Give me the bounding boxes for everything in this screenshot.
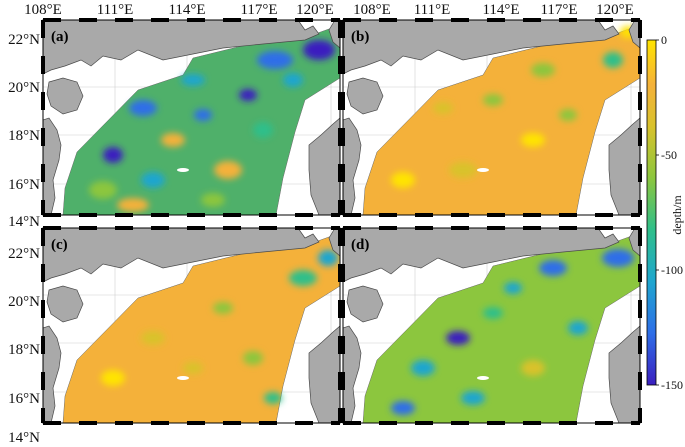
- lat-tick-label: 20°N: [8, 80, 40, 96]
- panel-c: (c): [41, 226, 342, 425]
- panel-label: (d): [351, 237, 369, 253]
- longitude-labels-right: 108°E 111°E 114°E 117°E 120°E: [353, 2, 634, 18]
- land: [43, 20, 340, 215]
- lon-tick-label: 120°E: [296, 2, 334, 18]
- frame-ticks: [341, 226, 642, 425]
- lon-tick-label: 117°E: [240, 2, 277, 18]
- colorbar-tick-label: -100: [661, 263, 683, 277]
- bathymetry-field: [62, 232, 340, 423]
- colorbar-tick-label: -150: [661, 378, 683, 392]
- lon-tick-label: 108°E: [24, 2, 62, 18]
- bathymetry-blobs: [391, 26, 636, 188]
- land: [343, 228, 640, 423]
- lat-tick-label: 22°N: [8, 32, 40, 48]
- colorbar-tick-label: 0: [661, 33, 667, 47]
- colorbar: 0 -50 -100 -150 depth/m: [646, 33, 684, 392]
- land: [343, 20, 640, 215]
- lon-tick-label: 114°E: [168, 2, 205, 18]
- lat-tick-label: 16°N: [8, 177, 40, 193]
- frame-ticks: [341, 18, 642, 217]
- colorbar-tick-label: -50: [661, 148, 677, 162]
- panel-a: (a): [41, 18, 342, 217]
- lat-tick-label: 16°N: [8, 391, 40, 407]
- bathymetry-field: [362, 24, 640, 215]
- colorbar-gradient: [646, 39, 657, 386]
- lat-tick-label: 14°N: [8, 430, 40, 446]
- latitude-labels-bottom: 22°N 20°N 18°N 16°N 14°N: [8, 246, 40, 446]
- panel-label: (a): [51, 29, 69, 45]
- panel-b: (b): [341, 18, 642, 217]
- lon-tick-label: 114°E: [482, 2, 519, 18]
- bathymetry-blobs: [101, 250, 338, 404]
- lon-tick-label: 120°E: [596, 2, 634, 18]
- colorbar-ticks: 0 -50 -100 -150: [656, 33, 683, 392]
- lon-tick-label: 111°E: [414, 2, 451, 18]
- lat-tick-label: 18°N: [8, 128, 40, 144]
- bathymetry-field: [362, 232, 640, 423]
- bathymetry-blobs: [89, 40, 335, 212]
- lat-tick-label: 18°N: [8, 342, 40, 358]
- latitude-labels-top: 22°N 20°N 18°N 16°N 14°N: [8, 32, 40, 230]
- lat-tick-label: 20°N: [8, 294, 40, 310]
- lat-tick-label: 22°N: [8, 246, 40, 262]
- frame-ticks: [41, 18, 342, 217]
- lon-tick-label: 117°E: [540, 2, 577, 18]
- colorbar-title: depth/m: [670, 195, 684, 235]
- panel-d: (d): [341, 226, 642, 425]
- frame-ticks: [41, 226, 342, 425]
- lon-tick-label: 108°E: [353, 2, 391, 18]
- panel-label: (c): [51, 237, 68, 253]
- lat-tick-label: 14°N: [8, 214, 40, 230]
- longitude-labels-left: 108°E 111°E 114°E 117°E 120°E: [24, 2, 334, 18]
- lon-tick-label: 111°E: [97, 2, 134, 18]
- land: [43, 228, 340, 423]
- bathymetry-blobs: [391, 249, 634, 415]
- panel-label: (b): [351, 29, 369, 45]
